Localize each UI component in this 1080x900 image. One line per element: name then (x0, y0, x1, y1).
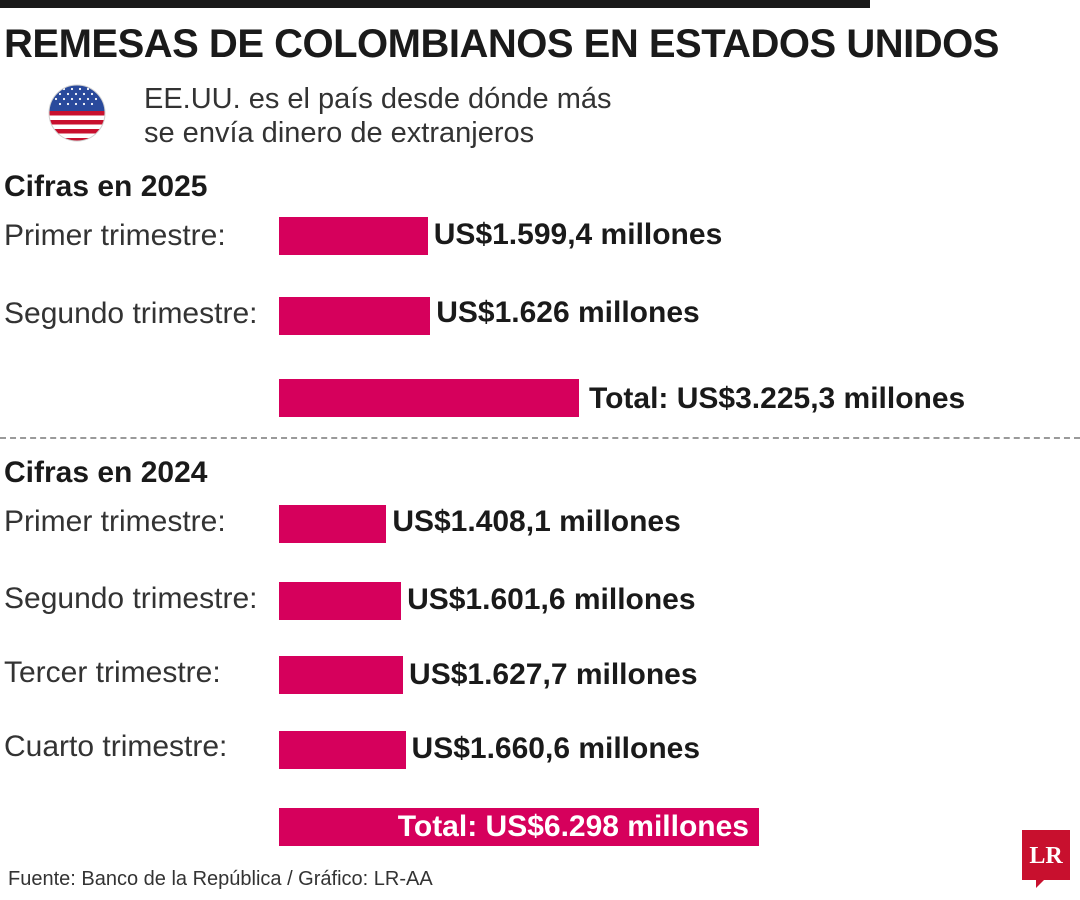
logo-text: LR (1029, 843, 1063, 869)
us-flag-icon (48, 84, 106, 142)
value-label-2024-q3: US$1.627,7 millones (409, 658, 698, 691)
row-label-2024-q3: Tercer trimestre: (4, 656, 221, 689)
row-label-2024-q1: Primer trimestre: (4, 505, 226, 538)
value-label-2024-q4: US$1.660,6 millones (411, 732, 701, 765)
value-label-2024-q2: US$1.601,6 millones (407, 583, 696, 616)
value-label-2025-q2: US$1.626 millones (436, 296, 700, 329)
section-title-2025: Cifras en 2025 (4, 170, 208, 203)
row-label-2024-q4: Cuarto trimestre: (4, 730, 228, 763)
value-label-2025-q1: US$1.599,4 millones (433, 218, 723, 251)
value-label-2025-total: Total: US$3.225,3 millones (589, 382, 966, 415)
lr-logo: LR (1022, 830, 1070, 888)
bar-2024-q2 (279, 582, 402, 620)
bar-2025-q2 (279, 297, 431, 335)
bar-2024-total (279, 808, 759, 846)
chart-title: REMESAS DE COLOMBIANOS EN ESTADOS UNIDOS (4, 22, 999, 66)
row-label-2025-q2: Segundo trimestre: (4, 297, 258, 330)
subtitle: EE.UU. es el país desde dónde más se env… (144, 82, 744, 150)
section-title-2024: Cifras en 2024 (4, 456, 208, 489)
bar-2025-total (279, 379, 579, 417)
bar-2024-q4 (279, 731, 406, 769)
subtitle-line-1: EE.UU. es el país desde dónde más (144, 83, 612, 115)
section-divider (0, 437, 1080, 439)
bar-2025-q1 (279, 217, 428, 255)
value-label-2024-q1: US$1.408,1 millones (392, 505, 681, 538)
row-label-2025-q1: Primer trimestre: (4, 219, 226, 252)
value-label-2024-total: Total: US$6.298 millones (397, 810, 749, 843)
top-rule (0, 0, 870, 8)
source-note: Fuente: Banco de la República / Gráfico:… (8, 868, 433, 890)
subtitle-line-2: se envía dinero de extranjeros (144, 117, 535, 149)
bar-2024-q3 (279, 656, 404, 694)
bar-2024-q1 (279, 505, 387, 543)
row-label-2024-q2: Segundo trimestre: (4, 582, 258, 615)
